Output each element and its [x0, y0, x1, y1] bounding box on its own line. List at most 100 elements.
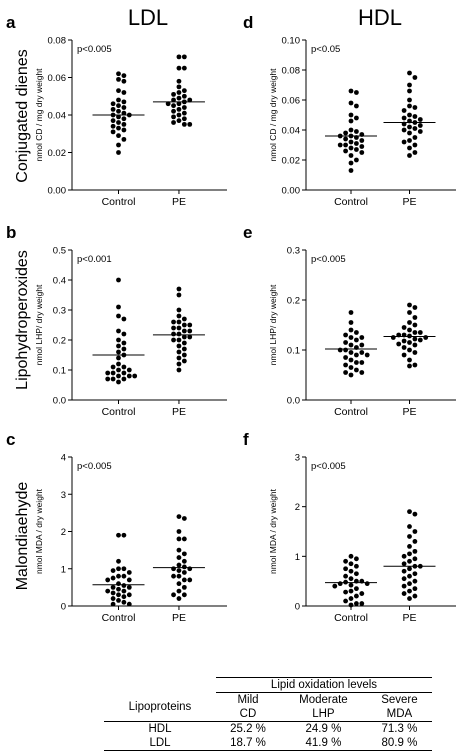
data-point	[110, 118, 116, 124]
data-point	[407, 124, 412, 130]
data-point	[176, 319, 182, 325]
panel-letter-d: d	[243, 13, 253, 32]
y-tick-label: 0.00	[282, 186, 301, 197]
x-tick-label: Control	[334, 196, 368, 208]
data-point	[116, 328, 121, 334]
data-point	[121, 588, 127, 594]
chart-panel-c: 0 1 2 3 4 Control PE nmol MDA / dry weight p<0.0…	[34, 453, 227, 624]
data-point	[407, 340, 412, 345]
data-point	[401, 127, 407, 133]
data-point	[407, 82, 412, 88]
data-point	[354, 556, 359, 562]
table-row: LDL 18.7 % 41.9 % 80.9 %	[104, 736, 432, 751]
data-point	[176, 286, 182, 292]
data-point	[116, 337, 121, 343]
x-tick-label: Control	[102, 196, 136, 208]
y-tick-label: 0.3	[287, 246, 300, 257]
data-point	[412, 315, 418, 320]
data-point	[110, 584, 116, 590]
data-point	[176, 568, 182, 574]
data-point	[176, 536, 182, 542]
data-point	[354, 601, 359, 606]
data-point	[407, 596, 412, 601]
data-point	[359, 144, 365, 149]
data-point	[401, 352, 407, 358]
data-point	[121, 90, 127, 95]
data-point	[181, 352, 187, 358]
data-point	[348, 320, 354, 325]
data-point	[412, 586, 418, 592]
data-point	[176, 573, 182, 579]
data-point	[407, 534, 412, 539]
data-point	[116, 343, 121, 349]
data-point	[407, 544, 412, 549]
data-point	[116, 125, 121, 131]
data-point	[348, 568, 354, 574]
data-point	[121, 532, 127, 538]
data-point	[187, 566, 193, 572]
data-point	[407, 310, 412, 315]
data-point	[348, 350, 354, 355]
data-point	[348, 139, 354, 145]
panel-letter-c: c	[6, 430, 15, 449]
data-point	[359, 360, 365, 365]
table-header-moderate: Moderate	[299, 694, 348, 706]
data-point	[181, 110, 187, 116]
data-point	[359, 150, 365, 155]
panel-letter-a: a	[6, 13, 16, 32]
data-point	[412, 150, 418, 155]
data-point	[412, 593, 418, 599]
panel-letter-f: f	[243, 430, 249, 449]
table-header-lipoproteins: Lipoproteins	[104, 692, 216, 722]
data-point	[110, 370, 116, 376]
table-row-name: LDL	[104, 736, 216, 751]
data-point	[176, 325, 182, 331]
data-point	[121, 110, 127, 116]
data-point	[171, 566, 176, 572]
data-point	[337, 347, 343, 353]
data-point	[116, 142, 121, 148]
y-axis-label: nmol LHP/ dry weight	[268, 284, 278, 365]
data-point	[171, 120, 176, 125]
x-tick-label: Control	[102, 406, 136, 418]
data-point	[348, 112, 354, 118]
data-point	[176, 292, 182, 298]
data-point	[105, 370, 111, 376]
chart-panel-e: 0.0 0.1 0.2 0.3 Control PE nmol LHP/ dry weigh…	[268, 246, 456, 418]
y-axis-label: nmol MDA / dry weight	[268, 488, 278, 574]
x-tick-label: PE	[402, 612, 416, 624]
data-point	[343, 598, 348, 604]
data-point	[116, 150, 121, 155]
data-point	[187, 121, 193, 127]
data-point	[412, 539, 418, 544]
data-point	[354, 352, 359, 358]
data-point	[348, 327, 354, 333]
data-point	[343, 148, 348, 154]
y-axis-label: nmol CD / mg dry weight	[34, 68, 44, 162]
row-title-conjugated-dienes: Conjugated dienes	[14, 49, 31, 182]
table-cell: 24.9 %	[305, 723, 342, 735]
data-point	[181, 54, 187, 60]
data-point	[171, 325, 176, 331]
p-value-label: p<0.005	[311, 254, 346, 265]
data-point	[407, 88, 412, 94]
data-point	[401, 576, 407, 582]
data-point	[417, 129, 423, 134]
data-point	[359, 350, 365, 355]
data-point	[359, 335, 365, 340]
data-point	[343, 589, 348, 595]
data-point	[116, 367, 121, 373]
data-point	[348, 118, 354, 124]
data-point	[343, 355, 348, 360]
data-point	[121, 346, 127, 352]
data-point	[110, 364, 116, 370]
row-title-lipohydroperoxides: Lipohydroperoxides	[14, 250, 31, 390]
y-tick-label: 0.0	[53, 396, 66, 407]
data-point	[407, 551, 412, 557]
y-tick-label: 1	[61, 564, 66, 575]
data-point	[401, 338, 407, 344]
data-point	[171, 91, 176, 97]
y-tick-label: 0	[61, 602, 66, 613]
data-point	[176, 307, 182, 313]
data-point	[176, 349, 182, 355]
